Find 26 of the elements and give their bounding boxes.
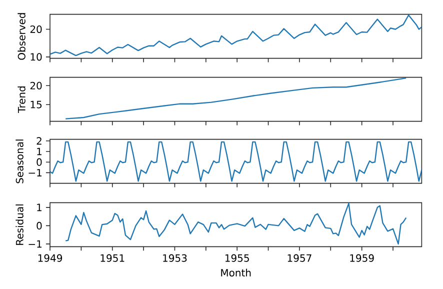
line-series — [65, 77, 407, 120]
line-series — [50, 14, 422, 56]
y-tick-label: 2 — [36, 137, 42, 145]
x-tick-label: 1953 — [163, 254, 187, 262]
x-tick-label: 1959 — [350, 254, 374, 262]
x-tick-label: 1955 — [225, 254, 249, 262]
line-series — [50, 141, 422, 182]
y-tick-label: 20 — [30, 25, 42, 34]
y-axis-title: Observed — [18, 13, 26, 60]
x-tick-label: 1949 — [38, 254, 62, 262]
y-tick-label: 10 — [30, 53, 42, 61]
y-tick-label: −1 — [28, 240, 42, 248]
line-series — [65, 202, 407, 245]
y-tick-label: 0 — [36, 222, 42, 230]
y-tick-label: −1 — [28, 169, 42, 176]
x-axis-title: Month — [221, 268, 251, 277]
y-tick-label: 20 — [30, 82, 42, 90]
y-tick-label: 0 — [36, 158, 42, 166]
y-tick-label: 15 — [30, 100, 42, 108]
y-axis-title: Residual — [16, 204, 24, 245]
x-tick-label: 1951 — [100, 254, 124, 262]
y-axis-title: Seasonal — [16, 140, 24, 184]
y-tick-label: 1 — [37, 204, 42, 212]
y-axis-title: Trend — [18, 86, 26, 113]
y-tick-label: 1 — [37, 148, 42, 156]
x-tick-label: 1957 — [288, 254, 312, 262]
